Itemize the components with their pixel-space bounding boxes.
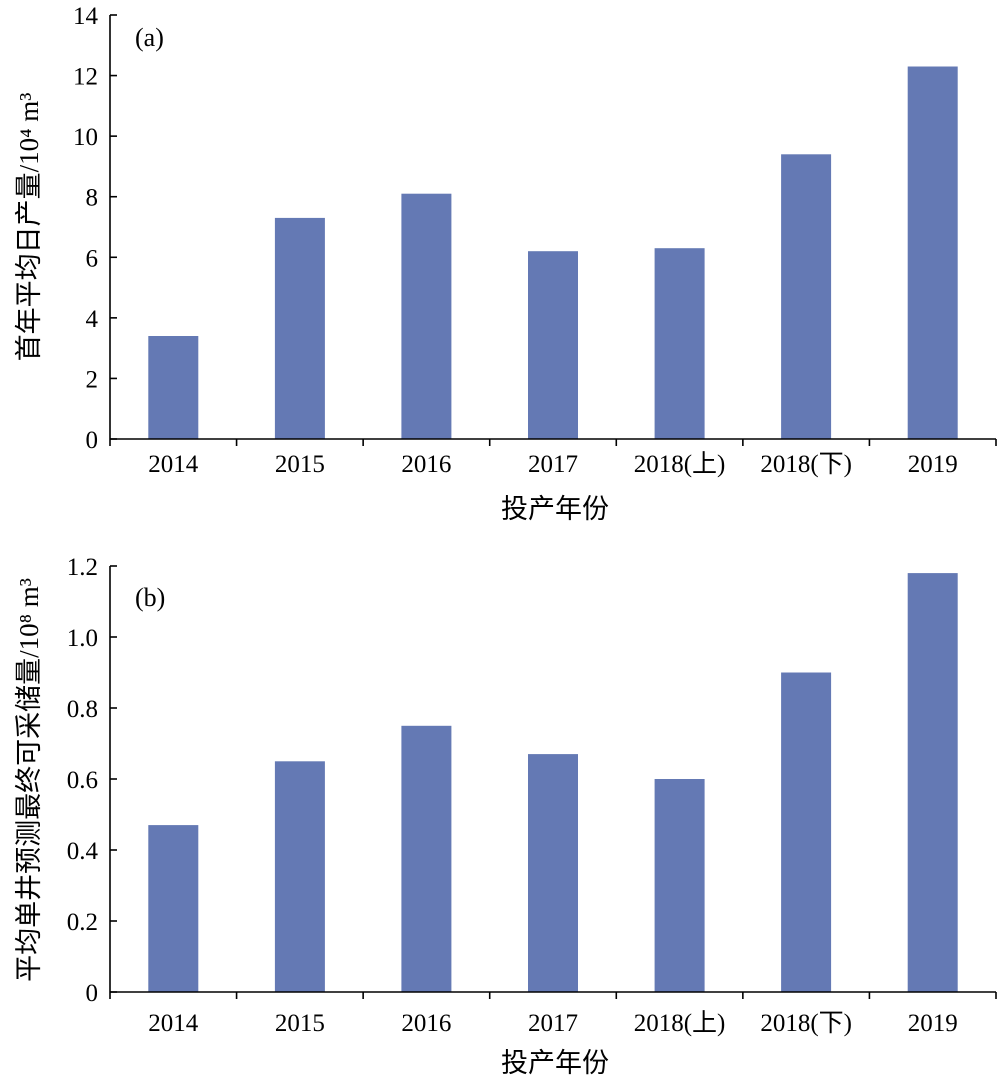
- y-tick-label: 0: [86, 980, 99, 1007]
- x-tick-label: 2014: [148, 1010, 199, 1037]
- bar-2019: [907, 66, 958, 439]
- bar-2018(下): [781, 154, 832, 440]
- x-tick-label: 2015: [275, 451, 325, 478]
- y-tick-label: 8: [86, 185, 99, 212]
- bar-2019: [907, 573, 958, 992]
- y-axis-title: 平均单井预测最终可采储量/10⁸ m³: [14, 578, 44, 982]
- y-tick-label: 2: [86, 366, 99, 393]
- y-tick-label: 0: [86, 427, 99, 454]
- panel-label: (a): [135, 23, 164, 52]
- bar-2017: [528, 754, 578, 992]
- panel-label: (b): [135, 583, 165, 612]
- x-tick-label: 2019: [908, 451, 958, 478]
- x-tick-label: 2019: [908, 1010, 958, 1037]
- bar-2018(上): [654, 248, 705, 439]
- x-tick-label: 2017: [528, 1010, 578, 1037]
- bar-2016: [401, 725, 452, 993]
- bar-2018(下): [781, 672, 832, 992]
- y-tick-label: 0.4: [67, 838, 99, 865]
- x-axis-title: 投产年份: [501, 494, 609, 524]
- x-tick-label: 2018(下): [760, 451, 852, 478]
- y-tick-label: 0.8: [67, 696, 98, 723]
- y-tick-label: 10: [73, 124, 98, 151]
- y-tick-label: 6: [86, 245, 99, 272]
- panel-a: (a) 投产年份 首年平均日产量/10⁴ m³ 0 2 4 6 8 10 12 14 2014 2…: [14, 3, 997, 524]
- y-axis-title: 首年平均日产量/10⁴ m³: [14, 93, 44, 362]
- y-tick-label: 12: [73, 64, 98, 91]
- x-tick-label: 2018(上): [634, 1009, 726, 1037]
- x-tick-label: 2018(上): [634, 450, 726, 478]
- y-tick-label: 1.0: [67, 625, 98, 652]
- bar-2017: [528, 251, 578, 439]
- bar-2016: [401, 193, 452, 439]
- x-tick-label: 2014: [148, 451, 199, 478]
- x-tick-label: 2015: [275, 1010, 325, 1037]
- y-tick-label: 1.2: [67, 554, 98, 581]
- y-tick-label: 0.2: [67, 909, 98, 936]
- x-tick-label: 2017: [528, 451, 578, 478]
- y-tick-label: 0.6: [67, 767, 98, 794]
- bar-2014: [148, 825, 199, 992]
- x-tick-label: 2018(下): [760, 1010, 852, 1037]
- x-axis-title: 投产年份: [501, 1048, 609, 1078]
- bar-2014: [148, 336, 199, 439]
- bar-2018(上): [654, 779, 705, 992]
- bar-2015: [274, 217, 325, 439]
- panel-b: (b) 投产年份 平均单井预测最终可采储量/10⁸ m³ 0 0.2 0.4 0.6 0…: [14, 554, 997, 1078]
- y-tick-label: 14: [73, 3, 99, 30]
- bar-2015: [274, 761, 325, 993]
- x-tick-label: 2016: [401, 451, 451, 478]
- x-tick-label: 2016: [401, 1010, 451, 1037]
- y-tick-label: 4: [86, 306, 99, 333]
